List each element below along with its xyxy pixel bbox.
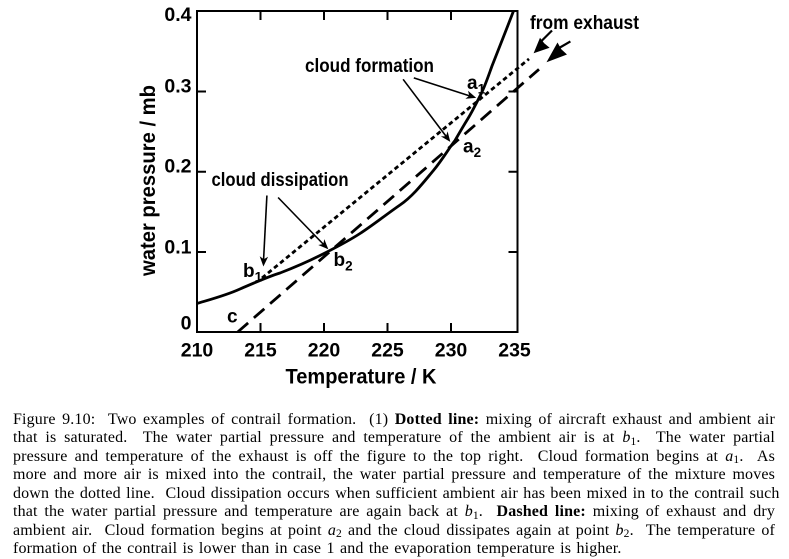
svg-text:0: 0 <box>181 312 192 334</box>
svg-text:235: 235 <box>498 340 531 362</box>
svg-text:225: 225 <box>371 340 404 362</box>
svg-text:cloud formation: cloud formation <box>305 56 434 77</box>
svg-text:0.4: 0.4 <box>164 4 191 26</box>
svg-text:0.1: 0.1 <box>164 237 191 259</box>
svg-text:c: c <box>227 307 238 328</box>
svg-text:220: 220 <box>308 340 341 362</box>
svg-text:215: 215 <box>244 340 277 362</box>
svg-text:water pressure / mb: water pressure / mb <box>136 85 160 277</box>
svg-text:Temperature / K: Temperature / K <box>286 365 437 389</box>
svg-text:from exhaust: from exhaust <box>530 12 639 34</box>
svg-text:a2: a2 <box>463 137 481 161</box>
svg-text:230: 230 <box>435 340 468 362</box>
svg-text:b1: b1 <box>243 261 263 285</box>
svg-text:210: 210 <box>181 340 214 362</box>
svg-text:cloud dissipation: cloud dissipation <box>212 170 349 191</box>
svg-text:0.2: 0.2 <box>164 156 191 178</box>
svg-text:b2: b2 <box>334 250 353 274</box>
svg-text:0.3: 0.3 <box>164 76 191 98</box>
svg-text:a1: a1 <box>467 73 486 97</box>
